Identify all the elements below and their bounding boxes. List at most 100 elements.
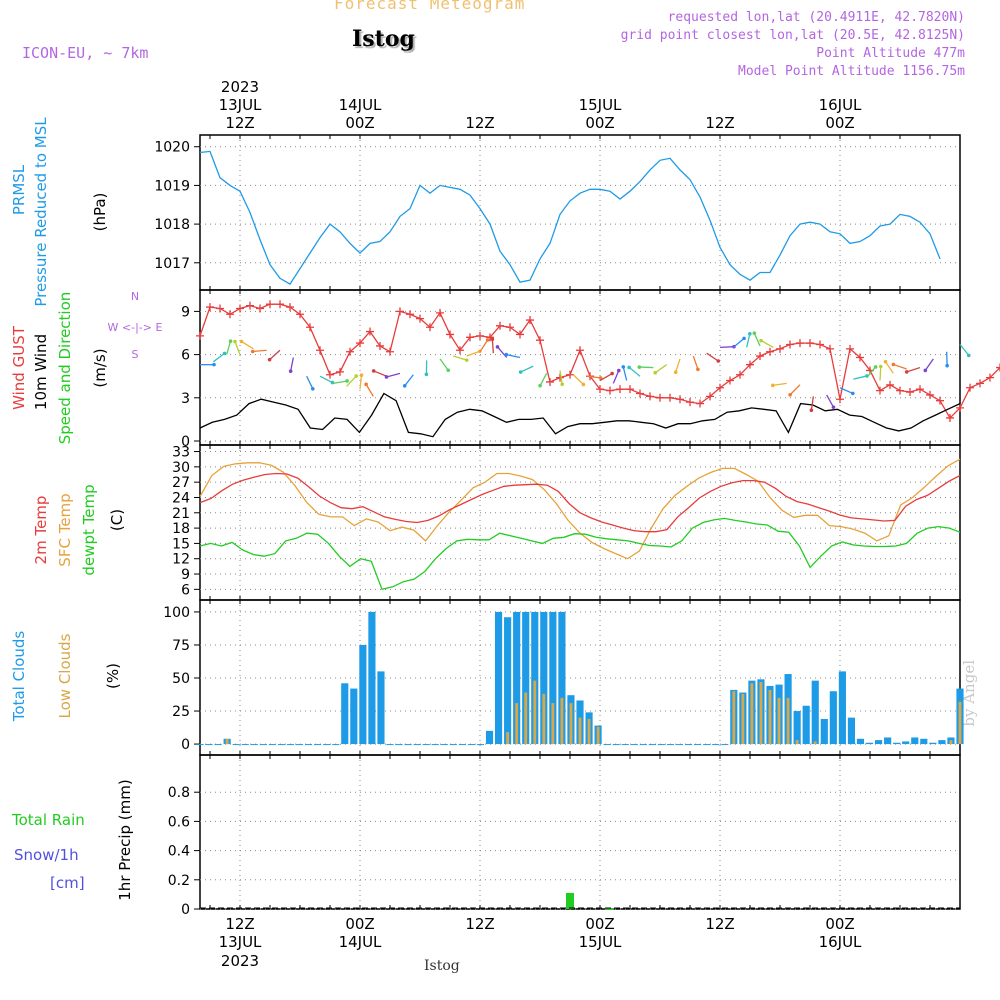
compass-s: S: [132, 348, 139, 361]
temperature-ytick-label: 18: [172, 521, 190, 537]
wind-arrow: [319, 375, 333, 384]
wind-arrow: [612, 370, 620, 384]
wind-gust-marker: [806, 339, 814, 348]
total-cloud-bar: [829, 691, 837, 745]
wind-arrow: [453, 355, 467, 361]
wind-arrow-head: [464, 358, 469, 362]
total-cloud-bar: [304, 744, 313, 746]
wind-gust-marker: [376, 341, 384, 350]
total-cloud-bar: [630, 744, 638, 746]
top-year-label: 2023: [221, 78, 259, 96]
wind-arrow: [520, 365, 534, 373]
pressure-ytick-label: 1020: [154, 140, 190, 156]
top-hour-label: 12Z: [705, 114, 734, 132]
wind-arrow-head: [621, 365, 626, 369]
total-cloud-bar: [295, 744, 304, 746]
wind-arrow-head: [904, 370, 909, 374]
wind-gust-marker: [656, 393, 664, 402]
wind-gust-marker: [336, 367, 344, 376]
wind-gust-marker: [226, 310, 234, 319]
wind-gust-marker: [296, 310, 304, 319]
total-cloud-bar: [422, 744, 430, 746]
wind-arrow-head: [716, 359, 721, 363]
total-cloud-bar: [531, 611, 539, 745]
wind-arrow-head: [402, 383, 407, 388]
low-cloud-bar: [225, 738, 229, 745]
wind-arrow-head: [581, 382, 586, 387]
wind-arrow-head: [446, 368, 451, 373]
wind-gust-marker: [406, 310, 414, 319]
total-cloud-bar: [522, 611, 530, 745]
wind-arrow-head: [850, 391, 855, 396]
total-cloud-bar: [323, 744, 331, 746]
grid-point-coords: grid point closest lon,lat (20.5E, 42.81…: [620, 28, 965, 43]
wind-gust-marker: [896, 386, 904, 395]
total-cloud-bar: [214, 744, 222, 746]
wind-arrow: [924, 358, 934, 371]
wind-arrow: [572, 374, 584, 385]
wind-arrow-head: [967, 353, 971, 358]
total-cloud-bar: [938, 740, 946, 745]
wind-direction-arrows: [200, 331, 971, 413]
low-cloud-bar: [786, 697, 790, 745]
bottom-year-label: 2023: [221, 952, 259, 970]
temperature-ytick-label: 15: [172, 536, 190, 552]
wind-arrow-head: [538, 383, 542, 388]
wind-gust-marker: [786, 340, 794, 349]
wind-arrow: [772, 382, 787, 386]
wind-gust-marker: [256, 304, 264, 313]
total-cloud-bar: [467, 744, 476, 746]
wind-arrow: [346, 375, 357, 387]
wind-gust-marker: [306, 323, 314, 332]
wind-gust-marker: [696, 399, 704, 408]
total-cloud-bar: [694, 744, 702, 746]
wind-arrow: [810, 396, 814, 411]
wind-arrow-head: [883, 359, 888, 364]
rain-bar: [566, 892, 574, 909]
wind-gust-marker: [216, 304, 224, 313]
wind-gust-marker: [546, 377, 554, 386]
wind-gust-marker: [906, 388, 914, 397]
low-cloud-bar: [578, 717, 582, 745]
wind-gust-marker: [506, 323, 514, 332]
wind-gust-marker: [846, 344, 854, 353]
wind-arrow: [212, 352, 225, 363]
wind-gust-marker: [876, 386, 884, 395]
wind-gust-marker: [746, 360, 754, 369]
total-cloud-bar: [458, 744, 466, 746]
total-cloud-bar: [232, 744, 240, 746]
total-cloud-bar: [820, 718, 828, 745]
low-cloud-bar: [524, 692, 528, 745]
total-cloud-bar: [386, 744, 394, 746]
wind-gust-marker: [916, 385, 924, 394]
wind-arrow-head: [771, 383, 775, 388]
total-cloud-bar: [856, 738, 865, 745]
temperature-ytick-label: 33: [172, 445, 190, 461]
total-cloud-bar: [431, 744, 439, 746]
wind-gust-markers: [196, 300, 1000, 422]
model-label: ICON-EU, ~ 7km: [22, 44, 149, 62]
wind-arrow-head: [267, 357, 272, 362]
total-cloud-bar: [874, 740, 883, 745]
clouds-ytick-label: 100: [163, 605, 190, 621]
top-date-label: 14JUL: [339, 96, 382, 114]
pressure-ytick-label: 1018: [154, 217, 190, 233]
wind-arrow-head: [598, 376, 603, 380]
wind-arrow-head: [923, 368, 928, 373]
wind-arrow-head: [424, 372, 429, 377]
wind-arrow: [839, 387, 854, 395]
bottom-date-label: 14JUL: [339, 933, 382, 951]
low-cloud-bar: [741, 693, 745, 745]
wind-gust-marker: [286, 303, 294, 312]
wind-arrow: [866, 366, 877, 379]
wind-gust-marker: [426, 323, 434, 332]
total-cloud-bar: [847, 717, 856, 745]
wind-arrow-head: [311, 386, 315, 391]
wind-arrow-head: [653, 370, 657, 375]
wind-gust-marker: [736, 370, 744, 379]
pressure-ytick-label: 1017: [154, 256, 190, 272]
total-cloud-bar: [712, 744, 720, 746]
top-hour-label: 00Z: [825, 114, 854, 132]
precip-ytick-label: 0.8: [168, 785, 190, 801]
